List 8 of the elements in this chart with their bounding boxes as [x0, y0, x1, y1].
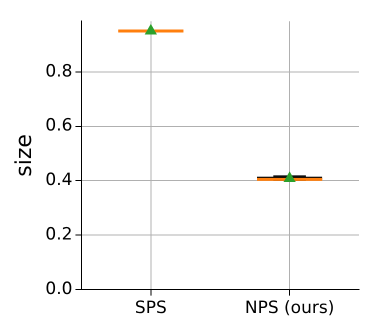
x-tick-label: NPS (ours) [244, 298, 334, 318]
y-tick-label: 0.0 [45, 279, 72, 300]
y-tick-label: 0.6 [45, 116, 72, 136]
y-tick-label: 0.2 [45, 224, 72, 245]
y-tick-label: 0.8 [45, 61, 72, 82]
y-tick-label: 0.4 [45, 170, 72, 190]
x-tick-label: SPS [134, 298, 167, 318]
y-axis-title: size [12, 134, 37, 177]
